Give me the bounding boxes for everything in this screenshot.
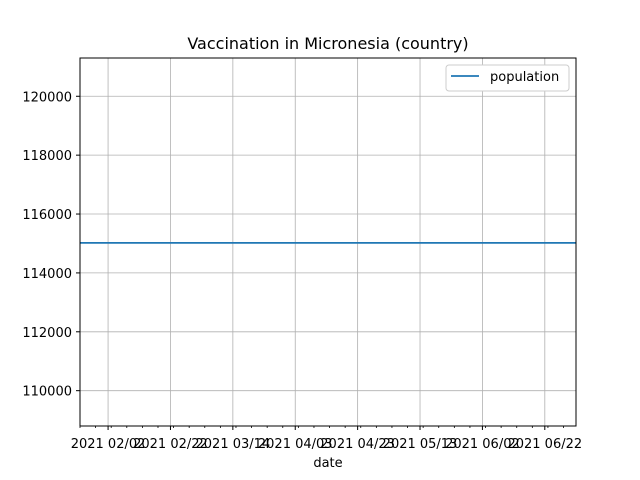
x-tick-label-6: 2021 06/02: [445, 437, 520, 452]
y-tick-label-3: 116000: [22, 208, 72, 223]
legend-box: [445, 64, 570, 92]
y-tick-label-2: 114000: [22, 267, 72, 282]
y-tick-label-4: 118000: [22, 149, 72, 164]
y-tick-label-0: 110000: [22, 385, 72, 400]
tick-layer: 110000 112000 114000 116000 118000 120000 2021…: [22, 90, 582, 452]
x-tick-label-0: 2021 02/02: [71, 437, 146, 452]
plot-area-frame: [79, 57, 577, 427]
x-tick-label-5: 2021 05/13: [383, 437, 458, 452]
x-tick-label-3: 2021 04/03: [258, 437, 333, 452]
x-tick-label-4: 2021 04/23: [320, 437, 395, 452]
x-tick-label-7: 2021 06/22: [507, 437, 582, 452]
legend-label-population: population: [490, 70, 559, 85]
y-tick-label-5: 120000: [22, 90, 72, 105]
x-tick-label-2: 2021 03/14: [196, 437, 271, 452]
y-tick-label-1: 112000: [22, 326, 72, 341]
legend: population: [445, 64, 570, 92]
x-tick-label-1: 2021 02/22: [133, 437, 208, 452]
chart-title: Vaccination in Micronesia (country): [187, 34, 468, 53]
x-axis-label: date: [313, 456, 342, 471]
